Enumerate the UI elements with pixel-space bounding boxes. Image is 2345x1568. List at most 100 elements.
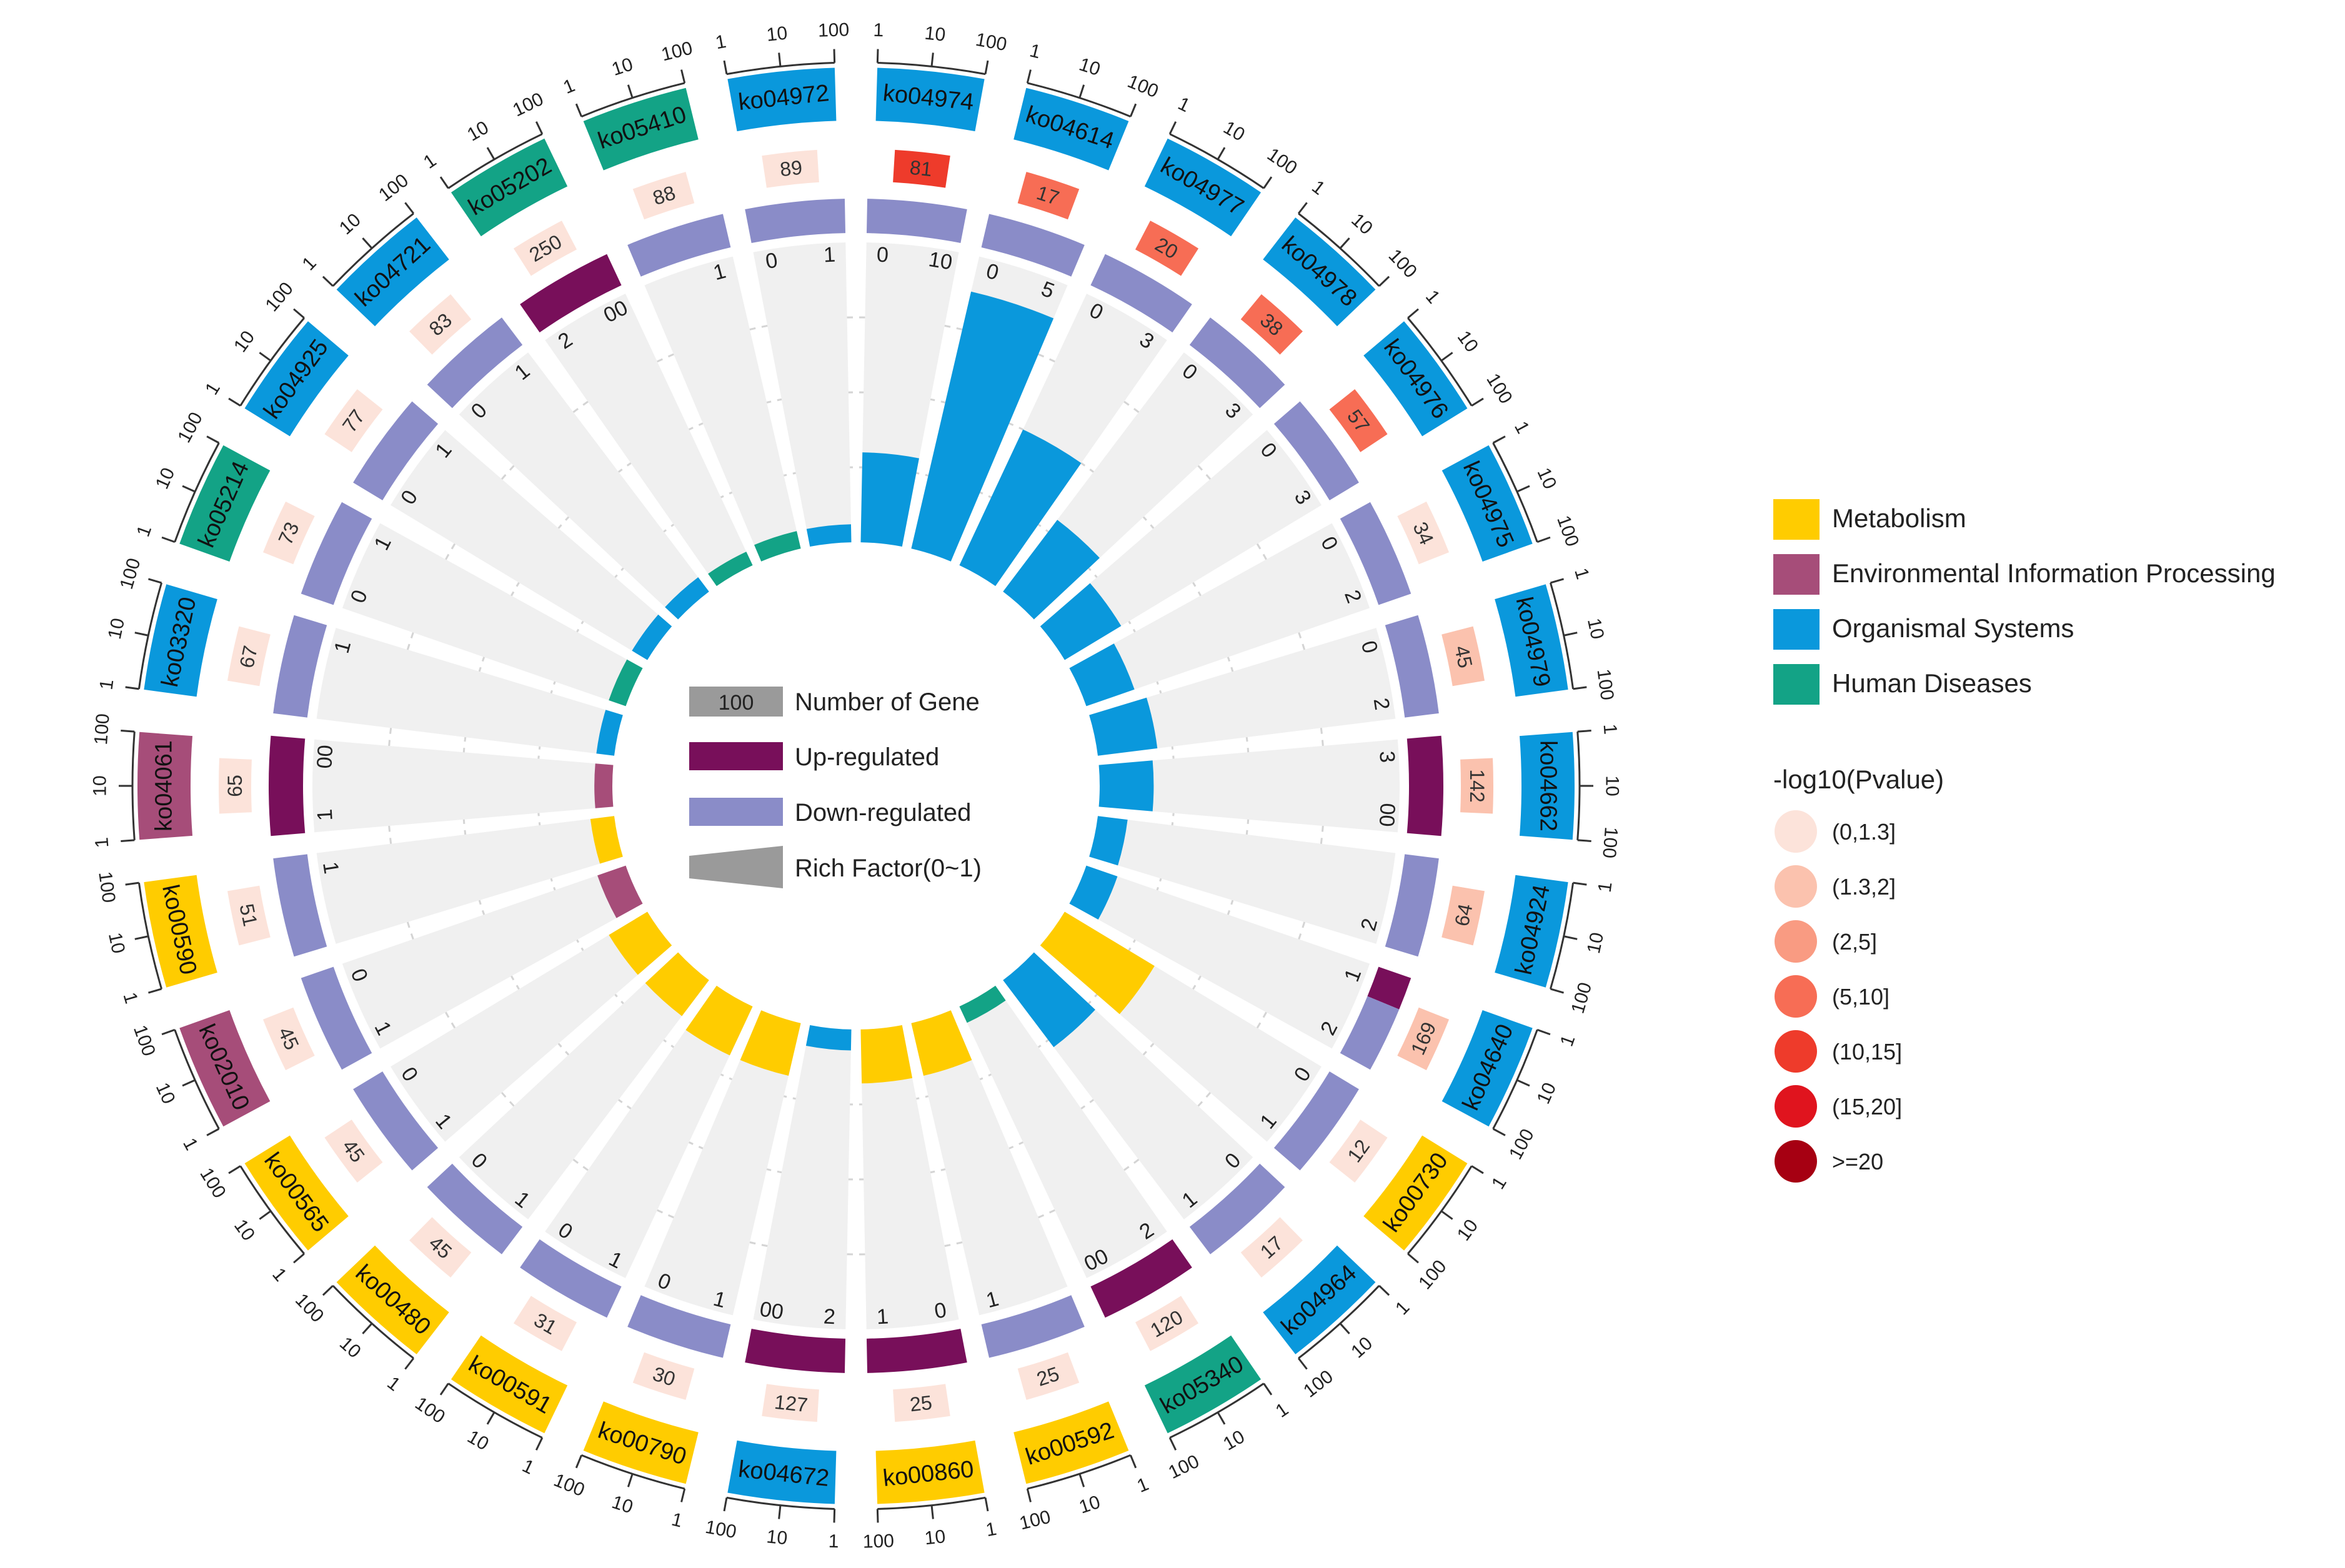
scale-tick-label-ko05340-1: 10: [1220, 1426, 1248, 1454]
up-label-ko04662: 3: [1375, 750, 1399, 763]
scale-axis-ko00590: [137, 882, 162, 990]
scale-tick-label-ko04662-0: 1: [1600, 723, 1621, 735]
scale-tick-ko00592-2: [1026, 1488, 1032, 1502]
scale-tick-label-ko05340-2: 100: [1165, 1451, 1202, 1483]
scale-tick-label-ko00790-2: 100: [550, 1470, 587, 1501]
scale-tick-label-ko04977-2: 100: [1263, 144, 1301, 179]
rich-bar-ko04662: [1098, 760, 1154, 811]
rich-bar-ko00590: [590, 816, 623, 864]
scale-tick-ko04662-0: [1577, 730, 1591, 733]
scale-axis-ko05340: [1169, 1382, 1265, 1439]
panel-separator-13: [952, 1007, 1080, 1284]
gene-count-pill-ko00480: [409, 1217, 472, 1278]
scale-tick-label-ko04672-0: 1: [828, 1531, 839, 1552]
scale-tick-ko04974-2: [984, 60, 989, 74]
rich-bar-ko00730: [1040, 911, 1155, 1015]
gene-count-pill-ko04061: [219, 758, 252, 814]
down-label-ko04972: 1: [823, 243, 836, 267]
scale-tick-ko05340-1: [1217, 1412, 1226, 1425]
down-bar-ko00480: [427, 1163, 523, 1254]
rich-panel-ko00592: [911, 1010, 1068, 1316]
rich-panel-ko00790: [644, 1010, 801, 1316]
rich-bar-ko05202: [708, 552, 753, 587]
scale-tick-label-ko04975-0: 1: [1510, 418, 1533, 437]
pvalue-legend-title: -log10(Pvalue): [1773, 765, 1944, 794]
rich-panel-ko05340: [959, 985, 1167, 1278]
scale-tick-label-ko00480-0: 1: [383, 1372, 404, 1395]
pathway-block-ko04978: [1263, 217, 1376, 327]
panel-separator-16: [740, 1023, 809, 1319]
rich-bar-ko04972: [806, 524, 852, 547]
panel-separator-7: [1098, 726, 1397, 764]
rich-factor-bars: [590, 291, 1158, 1084]
scale-tick-label-ko00730-2: 100: [1415, 1256, 1451, 1294]
panel-separator-4: [1035, 420, 1262, 625]
pathway-block-ko04974: [875, 67, 985, 132]
rich-bar-ko00591: [685, 985, 753, 1056]
scale-tick-ko00790-2: [575, 1454, 582, 1469]
rich-bar-ko03320: [596, 710, 623, 756]
up-bar-ko05202: [520, 254, 622, 333]
legend-swatch-human-diseases: [1773, 664, 1820, 705]
scale-axis-ko05214: [174, 442, 220, 543]
pathway-block-ko00591: [451, 1335, 568, 1434]
scale-axis-ko04976: [1407, 317, 1473, 407]
scale-tick-label-ko04924-1: 10: [1583, 931, 1608, 956]
scale-tick-ko04974-0: [876, 49, 879, 63]
scale-tick-ko04721-0: [322, 275, 334, 287]
scale-tick-ko04977-1: [1217, 147, 1226, 160]
rich-bar-ko04672: [805, 1025, 852, 1051]
down-bar-ko03320: [273, 615, 327, 718]
down-bar-ko00591: [520, 1239, 622, 1318]
scale-tick-ko00590-0: [148, 988, 162, 994]
down-bar-ko04976: [1273, 401, 1359, 500]
up-label-ko04672: 2: [823, 1304, 836, 1329]
scale-tick-label-ko04976-1: 10: [1453, 327, 1482, 356]
scale-tick-label-ko04978-1: 10: [1347, 209, 1377, 239]
scale-tick-ko03320-1: [134, 632, 149, 637]
panel-separator-2: [952, 288, 1080, 565]
legend-swatch-metabolism: [1773, 499, 1820, 540]
scale-tick-ko00591-0: [535, 1437, 544, 1451]
scale-tick-ko04672-0: [833, 1509, 836, 1523]
scale-axis-ko00591: [447, 1382, 543, 1439]
scale-tick-label-ko05410-0: 1: [560, 75, 578, 98]
gene-count-pill-ko04974: [893, 149, 950, 188]
scale-tick-label-ko03320-0: 1: [96, 678, 117, 691]
scale-tick-label-ko04640-1: 10: [1533, 1079, 1561, 1107]
rich-bar-ko00860: [860, 1025, 913, 1084]
panel-separator-20: [384, 905, 647, 1061]
rich-panel-ko04672: [753, 1025, 852, 1329]
rich-panel-ko04975: [1069, 523, 1370, 707]
scale-tick-ko02010-0: [206, 1128, 220, 1136]
pvalue-swatch-6: [1775, 1140, 1817, 1183]
panel-separator-25: [384, 511, 647, 667]
scale-tick-ko04964-0: [1378, 1284, 1390, 1296]
scale-tick-ko00565-0: [293, 1253, 305, 1264]
panel-separator-21: [338, 858, 625, 957]
pathway-label-ko04662: ko04662: [1535, 740, 1561, 831]
down-bar-ko04972: [745, 199, 846, 243]
scale-tick-label-ko05340-0: 1: [1272, 1399, 1292, 1422]
scale-axis-ko04721: [332, 212, 414, 287]
pvalue-label-5: (15,20]: [1832, 1094, 1902, 1119]
scale-tick-label-ko00565-1: 10: [230, 1216, 259, 1244]
scale-tick-label-ko05202-1: 10: [464, 117, 492, 145]
scale-tick-label-ko03320-1: 10: [104, 617, 129, 642]
scale-tick-label-ko02010-1: 10: [152, 1079, 179, 1107]
scale-tick-label-ko05202-0: 1: [420, 150, 440, 173]
rich-bar-ko04614: [911, 291, 1054, 562]
scale-axis-ko04924: [1550, 882, 1575, 990]
scale-tick-label-ko04979-2: 100: [1593, 668, 1617, 702]
panel-separator-14: [904, 1023, 972, 1319]
panel-separator-12: [997, 981, 1178, 1228]
down-bar-ko04979: [1385, 615, 1439, 718]
scale-tick-ko04640-0: [1536, 1028, 1551, 1036]
panel-separator-6: [1087, 615, 1374, 714]
rich-bar-ko04979: [1089, 697, 1158, 756]
pathway-block-ko04972: [727, 67, 837, 132]
scale-axis-ko04978: [1298, 212, 1380, 287]
scale-tick-label-ko04924-2: 100: [1568, 980, 1596, 1016]
pvalue-label-4: (10,15]: [1832, 1039, 1902, 1064]
pvalue-swatch-4: [1775, 1030, 1817, 1073]
